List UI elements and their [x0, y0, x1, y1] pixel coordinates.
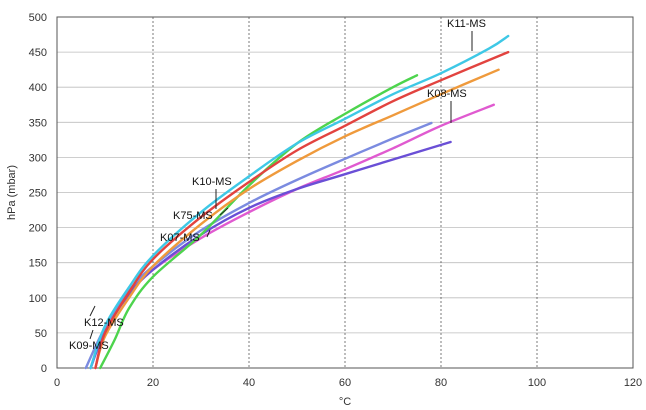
series-line-k10-ms [94, 50, 510, 370]
series-line-k75-ms [99, 74, 419, 370]
plot-frame [56, 16, 634, 369]
x-tick-label: 80 [435, 377, 447, 389]
series-line-k08-ms [94, 68, 500, 370]
leader-line-k09-ms [89, 329, 94, 340]
series-label-k12-ms: K12-MS [84, 317, 124, 329]
y-tick-label: 100 [29, 293, 47, 305]
y-tick-label: 250 [29, 188, 47, 200]
y-tick-label: 400 [29, 82, 47, 94]
y-tick-label: 200 [29, 223, 47, 235]
x-tick-label: 100 [528, 377, 546, 389]
series-label-k08-ms: K08-MS [427, 88, 467, 100]
grid [57, 16, 633, 369]
series-label-k09-ms: K09-MS [69, 340, 109, 352]
leader-line-k75-ms [219, 207, 229, 216]
series-label-k11-ms: K11-MS [447, 18, 486, 30]
leader-line-k07-ms [206, 229, 211, 238]
series-label-k07-ms: K07-MS [160, 232, 200, 244]
x-tick-label: 60 [339, 377, 351, 389]
y-tick-label: 350 [29, 117, 47, 129]
x-tick-label: 0 [54, 377, 60, 389]
leader-line-k12-ms [89, 305, 96, 317]
series-line-k12-ms [89, 103, 495, 370]
axes: 0 50 100 150 200 250 300 350 400 450 500 0 20 40 60 80 1… [6, 12, 642, 408]
x-tick-label: 20 [147, 377, 159, 389]
y-tick-label: 50 [35, 328, 47, 340]
x-axis-title: °C [339, 396, 351, 408]
y-tick-label: 0 [41, 363, 47, 375]
series-label-k10-ms: K10-MS [192, 176, 232, 188]
y-tick-label: 500 [29, 12, 47, 24]
series-lines [84, 34, 510, 370]
y-tick-label: 150 [29, 258, 47, 270]
y-axis-title: hPa (mbar) [6, 165, 18, 220]
series-labels: K11-MS K08-MS K10-MS K75-MS K07-MS K12-MS K09-… [69, 18, 486, 352]
x-tick-label: 120 [624, 377, 642, 389]
series-label-k75-ms: K75-MS [173, 210, 213, 222]
y-tick-label: 300 [29, 152, 47, 164]
x-tick-label: 40 [243, 377, 255, 389]
y-tick-label: 450 [29, 47, 47, 59]
series-line-k11-ms [89, 34, 510, 370]
series-line-k07-ms [84, 121, 433, 370]
